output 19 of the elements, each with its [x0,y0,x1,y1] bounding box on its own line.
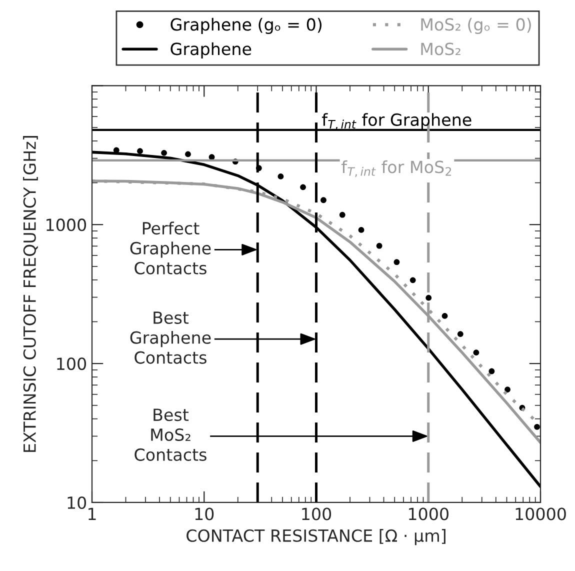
x-tick-label: 1 [88,508,96,520]
legend-label: MoS₂ [421,42,460,56]
legend-label: MoS₂ (gₒ = 0) [421,18,531,34]
legend-label: Graphene [170,42,252,58]
ref-line-label: f$_{T,int}$ for MoS$_{2}$ [342,160,452,178]
annotation: Perfect Graphene Contacts [130,222,211,274]
x-tick-label: 10 [195,508,214,520]
y-tick-label: 1000 [46,218,86,232]
legend-label: Graphene (gₒ = 0) [170,18,322,34]
x-tick-label: 100 [302,508,332,520]
x-tick-label: 1000 [408,508,448,520]
y-tick-label: 100 [57,358,86,370]
annotation: Best Graphene Contacts [130,312,211,364]
x-tick-label: 10000 [516,508,566,520]
ref-line-label: f$_{T,int}$ for Graphene [322,113,472,130]
x-axis-title: CONTACT RESISTANCE [Ω · μm] [186,529,446,546]
y-axis-title: EXTRINSIC CUTOFF FREQUENCY [GHz] [23,136,38,452]
annotation: Best MoS₂ Contacts [134,408,206,461]
y-tick-label: 10 [68,496,86,510]
